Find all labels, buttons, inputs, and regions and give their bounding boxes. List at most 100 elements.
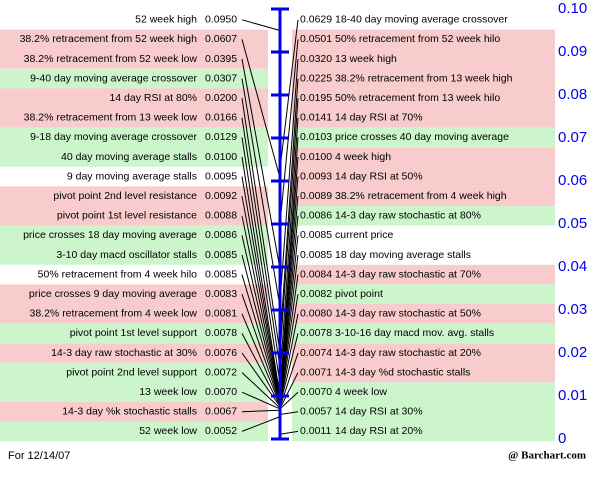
row-label: price crosses 18 day moving average: [23, 229, 197, 241]
connector: [279, 254, 299, 403]
row-value: 0.0089: [300, 190, 332, 202]
connector: [241, 391, 281, 410]
row-background: [0, 343, 268, 363]
row-label: 40 day moving average stalls: [61, 151, 197, 163]
row-label: 50% retracement from 13 week hilo: [335, 92, 500, 104]
connector: [241, 416, 281, 432]
connector: [241, 294, 281, 404]
row-value: 0.0320: [300, 53, 332, 65]
row-background: [292, 382, 555, 402]
row-background: [0, 88, 268, 108]
connector: [241, 156, 281, 397]
connector: [241, 176, 281, 399]
row-value: 0.0950: [205, 14, 237, 26]
y-tick-label: 0.01: [558, 387, 587, 404]
row-value: 0.0052: [205, 425, 237, 437]
row-value: 0.0080: [300, 308, 332, 320]
row-value: 0.0088: [205, 210, 237, 222]
row-label: pivot point: [335, 288, 383, 300]
connector: [241, 274, 281, 403]
row-background: [292, 186, 555, 206]
connector: [241, 58, 281, 270]
connector: [279, 372, 299, 409]
connector: [279, 333, 299, 406]
row-value: 0.0629: [300, 14, 332, 26]
row-label: 14 day RSI at 70%: [335, 112, 423, 124]
row-value: 0.0100: [205, 151, 237, 163]
row-label: 14-3 day raw stochastic at 80%: [335, 210, 481, 222]
row-background: [292, 421, 555, 442]
row-background: [292, 166, 555, 187]
connector: [279, 294, 299, 404]
row-value: 0.0081: [205, 308, 237, 320]
row-background: [0, 147, 268, 167]
connector: [279, 411, 299, 415]
row-value: 0.0074: [300, 347, 332, 359]
row-background: [0, 127, 268, 148]
y-tick-label: 0.04: [558, 258, 587, 275]
row-value: 0.0072: [205, 366, 237, 378]
row-value: 0.0071: [300, 366, 332, 378]
connector: [241, 313, 281, 405]
row-label: 14 day RSI at 50%: [335, 170, 423, 182]
row-background: [292, 127, 555, 148]
row-background: [0, 245, 268, 265]
row-value: 0.0195: [300, 92, 332, 104]
row-background: [292, 264, 555, 285]
row-value: 0.0082: [300, 288, 332, 300]
row-value: 0.0070: [205, 386, 237, 398]
connector: [279, 117, 299, 379]
row-label: 38.2% retracement from 13 week low: [24, 112, 198, 124]
row-label: price crosses 40 day moving average: [335, 131, 509, 143]
row-background: [292, 245, 555, 265]
connector: [279, 391, 299, 410]
row-background: [292, 88, 555, 108]
row-value: 0.0395: [205, 53, 237, 65]
y-tick-label: 0.10: [558, 0, 587, 17]
connector: [279, 313, 299, 405]
row-label: 3-10 day macd oscillator stalls: [56, 249, 197, 261]
row-label: pivot point 2nd level support: [66, 366, 197, 378]
row-value: 0.0100: [300, 151, 332, 163]
row-value: 0.0057: [300, 406, 332, 418]
connector: [241, 333, 281, 406]
connector: [279, 352, 299, 408]
row-label: 18-40 day moving average crossover: [335, 14, 508, 26]
row-label: pivot point 1st level resistance: [57, 210, 197, 222]
row-label: 9-18 day moving average crossover: [30, 131, 197, 143]
rows: 52 week high 0.0950 38.2% retracement from…: [0, 10, 555, 442]
row-value: 0.0078: [300, 327, 332, 339]
row-value: 0.0085: [300, 249, 332, 261]
row-background: [292, 108, 555, 128]
row-value: 0.0129: [205, 131, 237, 143]
footer-brand: @ Barchart.com: [508, 450, 586, 462]
connector: [279, 98, 299, 356]
row-background: [0, 108, 268, 128]
row-background: [0, 421, 268, 442]
row-label: current price: [335, 229, 394, 241]
row-background: [292, 147, 555, 167]
row-label: 52 week low: [139, 425, 197, 437]
row-value: 0.0011: [300, 425, 331, 437]
row-label: 4 week low: [335, 386, 387, 398]
y-tick-label: 0.06: [558, 172, 587, 189]
row-value: 0.0166: [205, 112, 237, 124]
connector: [241, 196, 281, 400]
row-background: [292, 284, 555, 304]
row-background: [292, 206, 555, 226]
row-label: 14-3 day raw stochastic at 20%: [335, 347, 481, 359]
row-value: 0.0095: [205, 170, 237, 182]
connector: [279, 274, 299, 403]
row-label: 50% retracement from 4 week hilo: [38, 268, 197, 280]
row-background: [0, 323, 268, 344]
y-tick-label: 0.02: [558, 344, 587, 361]
row-background: [0, 68, 268, 89]
row-label: 9-40 day moving average crossover: [30, 72, 197, 84]
row-background: [292, 225, 555, 246]
y-tick-label: 0.08: [558, 86, 587, 103]
row-value: 0.0067: [205, 406, 237, 418]
row-background: [0, 166, 268, 187]
row-value: 0.0093: [300, 170, 332, 182]
footer-date: For 12/14/07: [8, 450, 70, 462]
row-label: 14-3 day %k stochastic stalls: [62, 406, 197, 418]
